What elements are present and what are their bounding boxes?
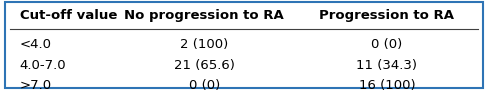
Text: <4.0: <4.0 <box>20 38 52 51</box>
Text: 0 (0): 0 (0) <box>371 38 403 51</box>
Text: 11 (34.3): 11 (34.3) <box>356 59 417 72</box>
Text: Cut-off value: Cut-off value <box>20 9 117 22</box>
Text: 0 (0): 0 (0) <box>188 79 220 92</box>
Text: Progression to RA: Progression to RA <box>319 9 454 22</box>
Text: 16 (100): 16 (100) <box>359 79 415 92</box>
Text: 4.0-7.0: 4.0-7.0 <box>20 59 66 72</box>
Text: 21 (65.6): 21 (65.6) <box>174 59 235 72</box>
Text: No progression to RA: No progression to RA <box>124 9 284 22</box>
Text: >7.0: >7.0 <box>20 79 52 92</box>
Text: 2 (100): 2 (100) <box>180 38 228 51</box>
